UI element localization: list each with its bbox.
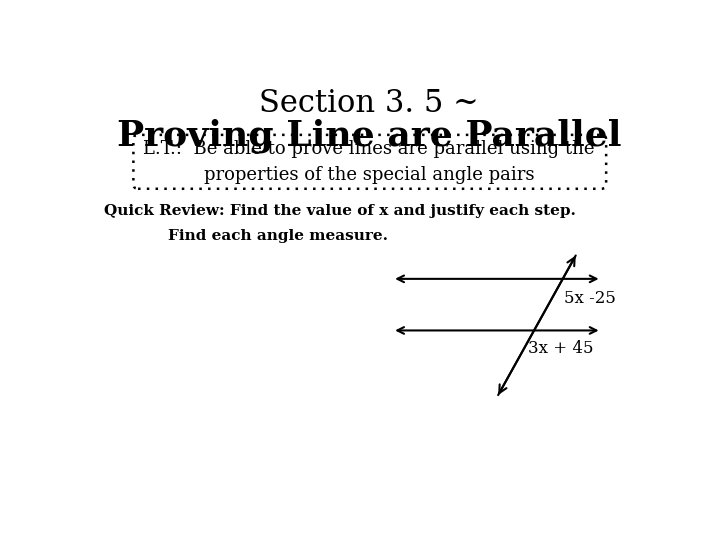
- Text: Find each angle measure.: Find each angle measure.: [168, 229, 387, 243]
- Text: Quick Review: Find the value of x and justify each step.: Quick Review: Find the value of x and ju…: [104, 204, 576, 218]
- Text: 3x + 45: 3x + 45: [528, 340, 593, 357]
- Text: L.T.:  Be able to prove lines are parallel using the
properties of the special a: L.T.: Be able to prove lines are paralle…: [143, 140, 595, 184]
- Text: Section 3. 5 ~: Section 3. 5 ~: [259, 88, 479, 119]
- FancyBboxPatch shape: [133, 135, 606, 189]
- Text: Proving Line are Parallel: Proving Line are Parallel: [117, 118, 621, 153]
- Text: 5x -25: 5x -25: [564, 289, 616, 307]
